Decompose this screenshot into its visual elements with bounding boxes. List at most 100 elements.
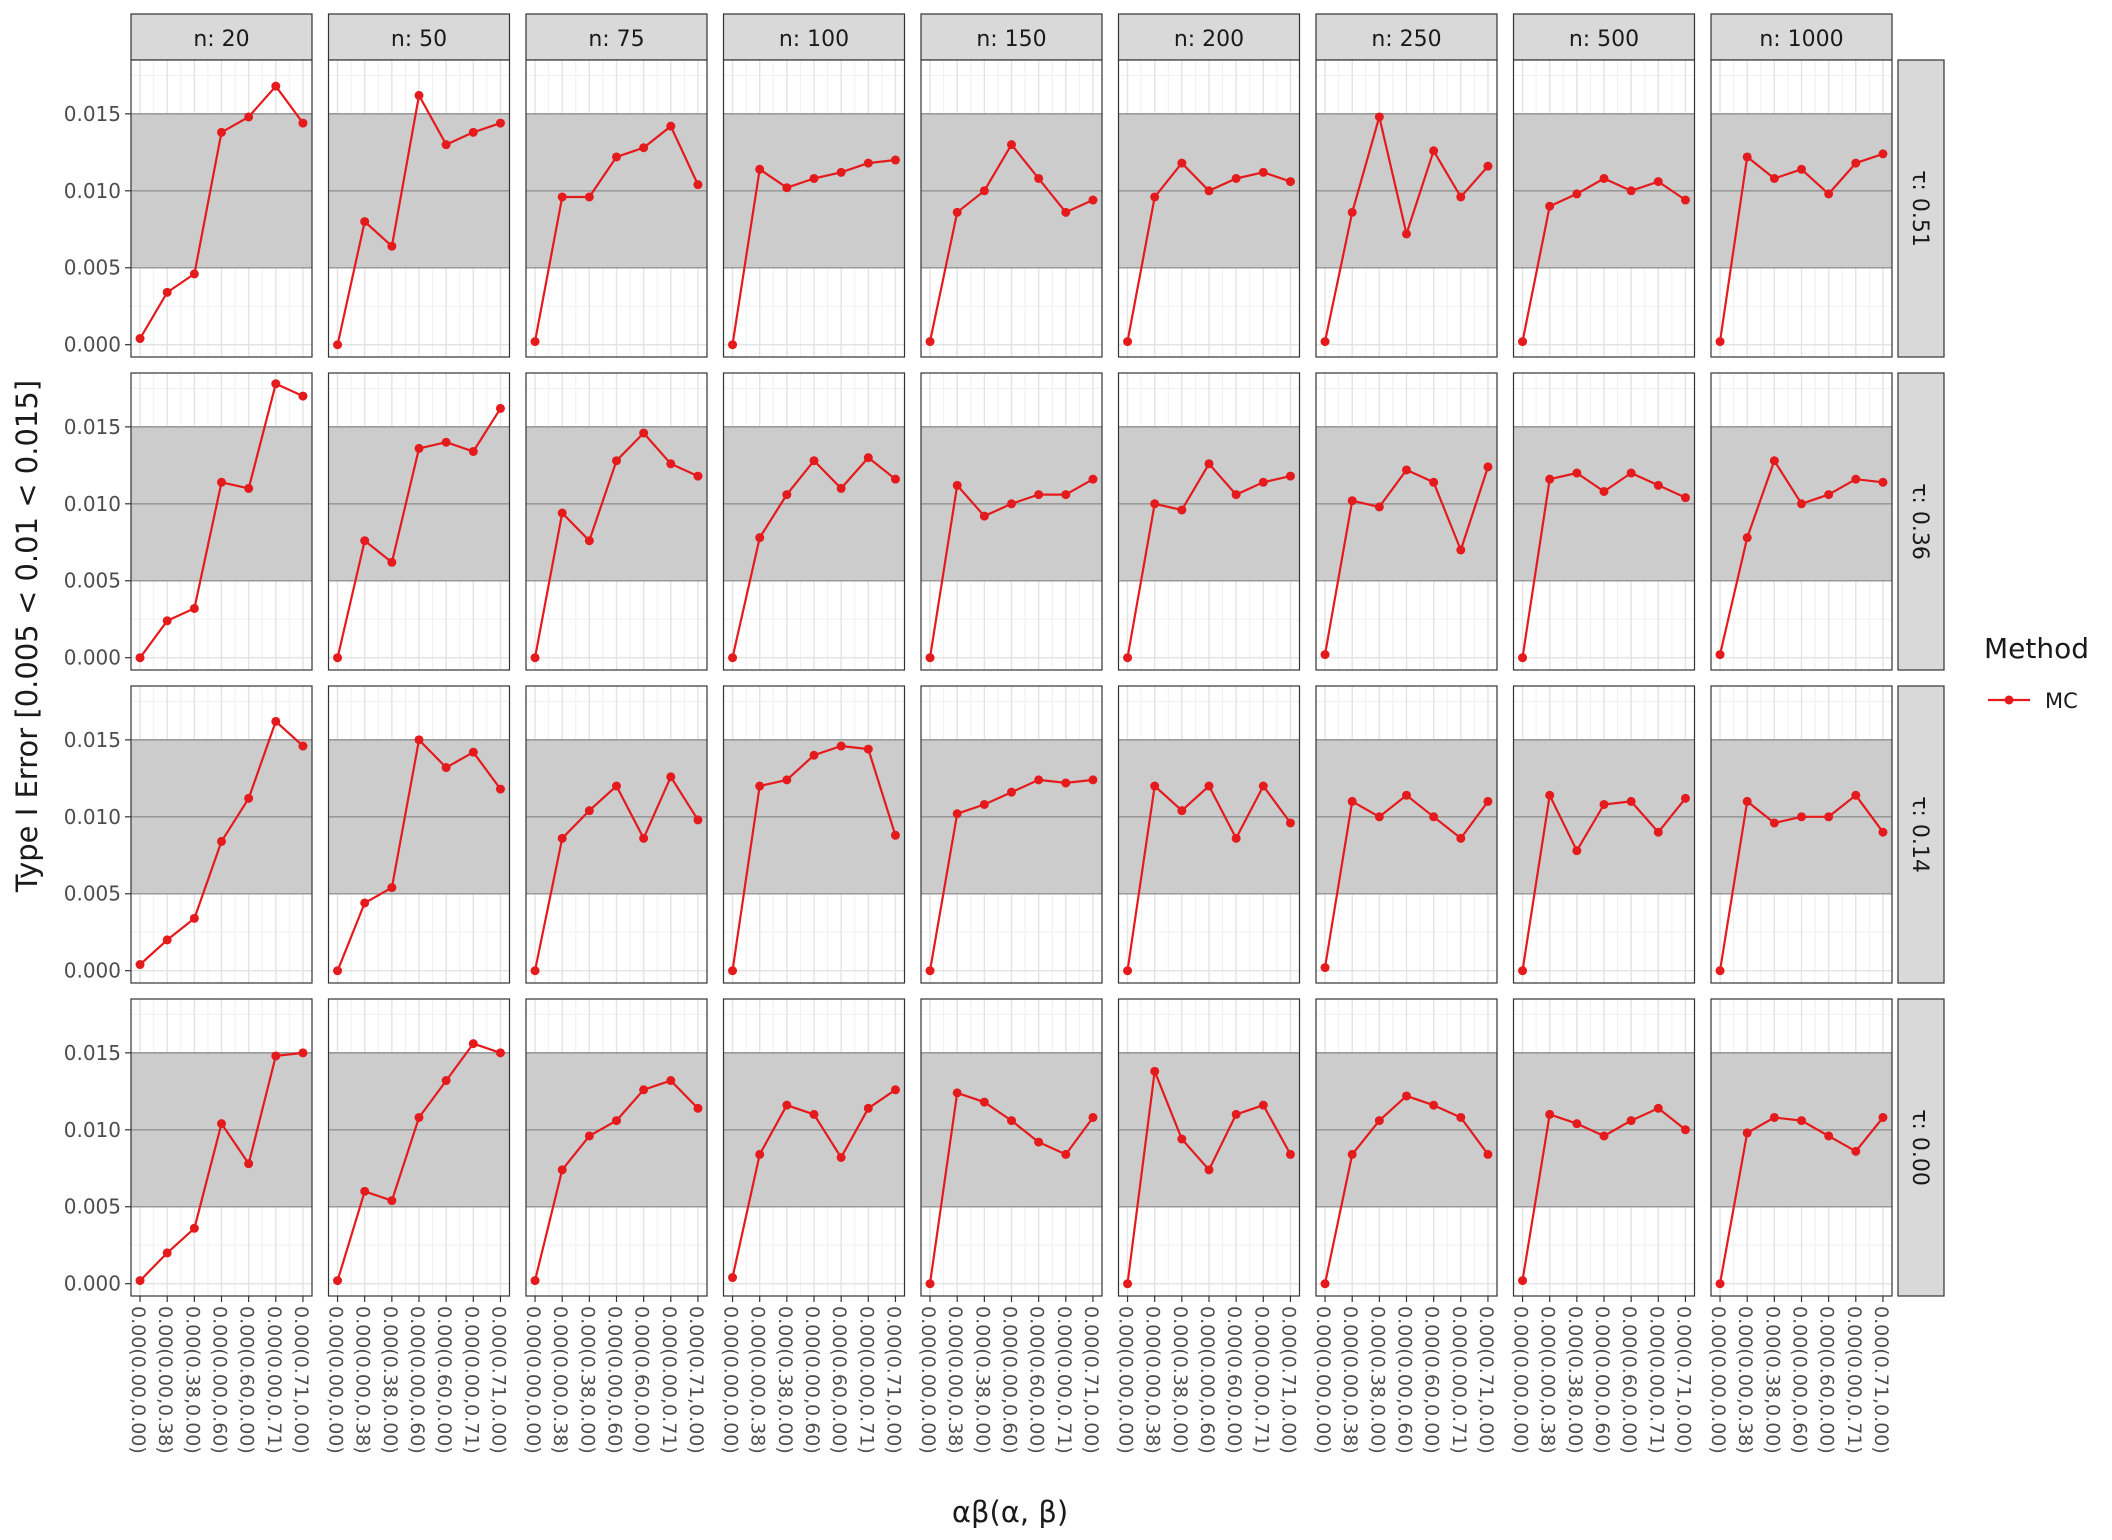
data-point [1088,775,1098,785]
col-strip-label: n: 250 [1371,27,1441,52]
data-point [1204,781,1214,791]
facet-panel [1710,685,1893,984]
y-tick-label: 0.005 [64,256,121,280]
panel-border [327,685,511,984]
data-point [162,1248,172,1258]
x-tick-label: 0.00(0.00,0.71) [263,1306,285,1454]
facet-panel [130,685,313,984]
facet-panel [722,59,906,358]
data-point [863,744,873,754]
row-strip [1897,685,1945,984]
data-point [333,966,343,976]
data-point [1572,1119,1582,1129]
x-tick-label: 0.00(0.00,0.38) [352,1306,374,1454]
data-point [952,1088,962,1098]
data-point [244,1159,254,1169]
panel-border [130,372,313,671]
data-point [836,1153,846,1163]
data-point [217,477,226,487]
data-point [1231,1109,1241,1119]
data-point [414,1112,424,1122]
x-tick-label: 0.00(0.71,0.00) [1277,1306,1299,1454]
data-point [1231,173,1241,183]
data-point [1599,173,1609,183]
data-point [1715,1279,1725,1289]
data-point [1231,490,1241,500]
data-point [1851,158,1861,168]
x-tick-label: 0.00(0.38,0.00) [774,1306,796,1454]
facet-panel [722,998,906,1297]
data-point [639,143,649,153]
data-point [1177,158,1187,168]
data-point [414,90,424,100]
data-point [925,966,935,976]
data-point [1061,207,1071,217]
x-tick-label: 0.00(0.00,0.60) [604,1306,626,1454]
data-point [1258,477,1268,487]
data-point [360,217,370,227]
data-point [666,1076,676,1086]
data-point [755,533,765,543]
data-point [217,836,226,846]
data-point [666,772,676,782]
legend-key-point [2004,695,2014,705]
data-point [1177,505,1187,515]
data-point [755,164,765,174]
data-point [360,1186,370,1196]
data-point [244,112,254,122]
y-tick-label: 0.005 [64,569,121,593]
panel-border [1512,685,1696,984]
x-tick-label: 0.00(0.60,0.00) [1026,1306,1048,1454]
data-point [728,966,738,976]
data-point [1851,790,1861,800]
x-tick-label: 0.00(0.00,0.38) [1142,1306,1164,1454]
data-point [693,815,703,825]
x-tick-label: 0.00(0.00,0.60) [1196,1306,1218,1454]
data-point [1429,477,1439,487]
facet-panel [722,685,906,984]
data-point [530,966,540,976]
data-point [1347,796,1357,806]
col-strip [920,13,1103,61]
data-point [189,603,199,613]
facet-panel [327,59,511,358]
data-point [979,799,989,809]
data-point [557,1165,567,1175]
legend-entry-label: MC [2045,689,2078,713]
data-point [1483,796,1493,806]
data-point [244,483,254,493]
x-tick-label: 0.00(0.60,0.00) [828,1306,850,1454]
data-point [1769,173,1779,183]
col-strip-label: n: 500 [1569,27,1639,52]
panel-border [920,685,1103,984]
facet-panel [525,59,708,358]
x-tick-label: 0.00(0.00,0.38) [747,1306,769,1454]
data-point [1285,818,1295,828]
data-point [1123,337,1133,347]
row-strip-label: τ: 0.51 [1907,170,1932,247]
data-point [1347,207,1357,217]
panel-border [525,685,708,984]
facet-panel [1315,372,1498,671]
data-point [441,140,451,150]
data-point [360,536,370,546]
data-point [952,480,962,490]
facet-panel [920,372,1103,671]
data-point [135,334,145,344]
panel-border [1117,372,1301,671]
data-point [1599,486,1609,496]
data-point [952,207,962,217]
data-point [1402,465,1411,475]
data-point [693,180,703,190]
facet-panel [1315,685,1498,984]
data-point [1824,189,1834,199]
data-point [1034,1137,1044,1147]
facet-panel [130,372,313,671]
panel-border [1315,685,1498,984]
data-point [1402,229,1411,239]
data-point [1177,1134,1187,1144]
data-point [1715,966,1725,976]
x-tick-label: 0.00(0.00,0.38) [549,1306,571,1454]
data-point [1034,775,1044,785]
